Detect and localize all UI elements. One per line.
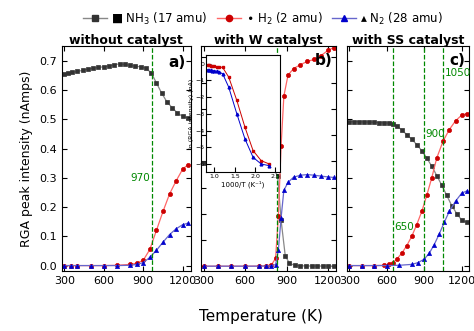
- Text: c): c): [450, 53, 465, 68]
- Text: Temperature (K): Temperature (K): [199, 309, 323, 324]
- Text: 830: 830: [255, 147, 275, 157]
- Title: with SS catalyst: with SS catalyst: [352, 33, 464, 47]
- Text: a): a): [168, 55, 185, 71]
- Legend: $\blacksquare$ NH$_3$ (17 amu), $\bullet$ H$_2$ (2 amu), $\blacktriangle$ N$_2$ : $\blacksquare$ NH$_3$ (17 amu), $\bullet…: [78, 6, 448, 31]
- Text: 900: 900: [426, 129, 446, 139]
- Text: 970: 970: [131, 173, 150, 183]
- Y-axis label: RGA peak intensity (nAmps): RGA peak intensity (nAmps): [20, 71, 34, 247]
- Text: 1050: 1050: [445, 68, 471, 77]
- Title: with W catalyst: with W catalyst: [214, 33, 323, 47]
- Text: b): b): [315, 53, 332, 68]
- Title: without catalyst: without catalyst: [69, 33, 183, 47]
- Text: 650: 650: [394, 222, 414, 232]
